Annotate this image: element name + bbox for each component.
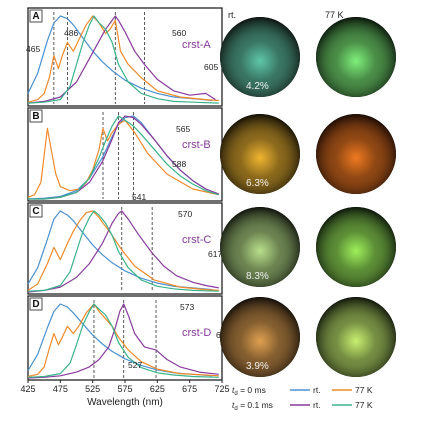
spectrum-k77_0: [27, 15, 219, 103]
photo-rt-crystal-1: [220, 17, 300, 97]
sample-label: crst-A: [182, 39, 211, 51]
x-tick-label: 425: [20, 384, 35, 394]
photo-77k-crystal-4: [316, 297, 396, 377]
panel-letter-box: [29, 9, 43, 23]
spectrum-k77_0: [27, 303, 219, 378]
legend-label-77k: 77 K: [355, 385, 373, 395]
peak-label: 486: [64, 28, 78, 38]
x-axis-label: Wavelength (nm): [87, 397, 163, 408]
x-tick-label: 675: [182, 384, 197, 394]
spectrum-rt_0: [27, 303, 213, 377]
x-tick-label: 575: [117, 384, 132, 394]
peak-label: 565: [176, 124, 190, 134]
sample-label: crst-B: [182, 139, 211, 151]
quantum-yield-label: 8.3%: [246, 271, 269, 282]
panel-a: A 465 486 560 605 crst-A: [26, 7, 223, 107]
x-tick-label: 525: [85, 384, 100, 394]
spectrum-rt_01: [27, 15, 216, 104]
photo-rt-crystal-3: [220, 207, 300, 287]
legend-delay-label: td = 0.1 ms: [232, 400, 273, 412]
panel-letter: A: [32, 11, 39, 22]
x-tick-label: 625: [150, 384, 165, 394]
panel-letter: B: [32, 111, 39, 122]
photo-header-77k: 77 K: [325, 10, 344, 20]
quantum-yield-label: 4.2%: [246, 81, 269, 92]
photo-77k-crystal-1: [316, 17, 396, 97]
panel-c: C 570 617 crst-C: [27, 202, 223, 295]
panel-frame: [27, 107, 223, 202]
photo-77k-crystal-3: [316, 207, 396, 287]
panel-letter-box: [29, 297, 43, 311]
panel-d: D527573623crst-D: [27, 295, 230, 381]
spectrum-k77_01: [28, 115, 219, 200]
x-tick-label: 725: [214, 384, 229, 394]
spectrum-k77_0: [27, 119, 219, 198]
spectrum-rt_0: [27, 210, 213, 291]
peak-label: 541: [132, 192, 146, 202]
panel-frame: [27, 202, 223, 295]
legend: td = 0 ms rt. 77 K td = 0.1 ms rt. 77 K: [232, 385, 373, 412]
peak-label: 588: [172, 159, 186, 169]
spectrum-k77_01: [27, 210, 219, 292]
crystal-photos: rt. 77 K 4.2% 6.3% 8.3% 3.9%: [220, 10, 396, 377]
spectrum-rt_01: [27, 303, 219, 379]
spectrum-rt_01: [27, 210, 219, 293]
legend-delay-label: td = 0 ms: [232, 385, 266, 397]
legend-label-77k: 77 K: [355, 400, 373, 410]
peak-label: 527: [128, 360, 142, 370]
peak-label: 605: [204, 62, 218, 72]
panel-b: B 541 565 588 crst-B: [27, 107, 223, 202]
x-tick-label: 475: [53, 384, 68, 394]
peak-label: 573: [180, 302, 194, 312]
photo-rt-crystal-2: [220, 114, 300, 194]
spectrum-k77_01: [27, 303, 219, 378]
photo-rt-crystal-4: [220, 297, 300, 377]
panel-letter: D: [32, 299, 39, 310]
spectrum-k77_0: [27, 210, 219, 291]
peak-label: 560: [172, 28, 186, 38]
quantum-yield-label: 3.9%: [246, 361, 269, 372]
panel-letter-box: [29, 109, 43, 123]
legend-label-rt: rt.: [313, 400, 321, 410]
photo-77k-crystal-2: [316, 114, 396, 194]
peak-label: 465: [26, 44, 40, 54]
spectrum-rt_0: [27, 15, 213, 102]
peak-label: 570: [178, 209, 192, 219]
panel-letter-box: [29, 204, 43, 218]
sample-label: crst-D: [182, 327, 211, 339]
legend-label-rt: rt.: [313, 385, 321, 395]
x-axis: 425 475 525 575 625 675 725 Wavelength (nm): [20, 380, 230, 408]
quantum-yield-label: 6.3%: [246, 178, 269, 189]
panel-letter: C: [32, 206, 39, 217]
peak-label: 617: [208, 249, 222, 259]
spectra-plots: A 465 486 560 605 crst-A B 541 565 588 crst-B C 570 6…: [26, 7, 230, 381]
photo-header-rt: rt.: [228, 10, 236, 20]
sample-label: crst-C: [182, 234, 211, 246]
spectrum-k77_01: [27, 15, 219, 104]
panel-frame: [27, 7, 223, 107]
